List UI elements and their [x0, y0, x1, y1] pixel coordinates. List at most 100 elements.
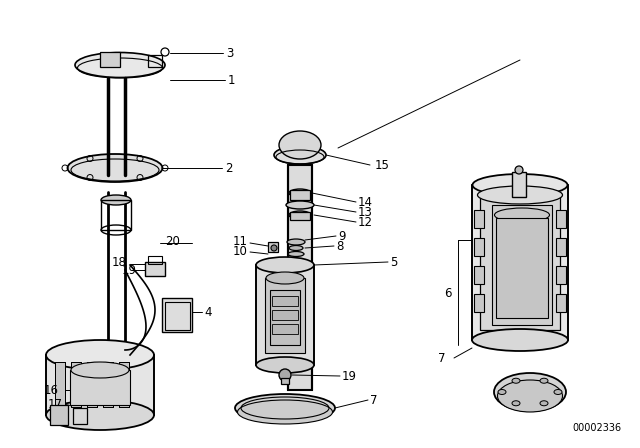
- Ellipse shape: [46, 400, 154, 430]
- Ellipse shape: [472, 174, 568, 196]
- Ellipse shape: [288, 251, 304, 257]
- Ellipse shape: [540, 378, 548, 383]
- Bar: [87, 362, 97, 407]
- Bar: [272, 324, 298, 334]
- Bar: [556, 294, 566, 312]
- Bar: [148, 55, 162, 67]
- Bar: [148, 256, 162, 264]
- Text: 1: 1: [228, 73, 236, 86]
- Bar: [290, 190, 310, 200]
- Ellipse shape: [67, 154, 163, 182]
- Ellipse shape: [494, 373, 566, 411]
- Text: 10: 10: [233, 245, 248, 258]
- Bar: [119, 362, 129, 407]
- Bar: [101, 200, 131, 230]
- Ellipse shape: [75, 52, 165, 78]
- Ellipse shape: [495, 208, 550, 222]
- Text: 13: 13: [358, 206, 373, 219]
- Ellipse shape: [256, 357, 314, 373]
- Bar: [272, 310, 298, 320]
- Ellipse shape: [554, 389, 562, 395]
- Ellipse shape: [237, 400, 333, 424]
- Text: 19: 19: [342, 370, 357, 383]
- Text: 19: 19: [122, 263, 137, 276]
- Text: 11: 11: [233, 234, 248, 247]
- Bar: [100, 52, 120, 67]
- Ellipse shape: [266, 272, 304, 284]
- Ellipse shape: [101, 195, 131, 205]
- Text: 8: 8: [336, 240, 344, 253]
- Ellipse shape: [540, 401, 548, 406]
- Ellipse shape: [512, 401, 520, 406]
- Ellipse shape: [287, 239, 305, 245]
- Bar: [474, 238, 484, 256]
- Bar: [145, 262, 165, 276]
- Bar: [474, 266, 484, 284]
- Ellipse shape: [71, 362, 129, 378]
- Bar: [55, 362, 65, 407]
- Ellipse shape: [477, 186, 563, 204]
- Bar: [272, 296, 298, 306]
- Bar: [70, 370, 130, 405]
- Bar: [556, 238, 566, 256]
- Ellipse shape: [498, 389, 506, 395]
- Text: 2: 2: [225, 161, 232, 175]
- Bar: [474, 294, 484, 312]
- Text: 3: 3: [226, 47, 234, 60]
- Ellipse shape: [497, 380, 563, 412]
- Bar: [496, 218, 548, 318]
- Bar: [556, 210, 566, 228]
- Bar: [73, 408, 87, 424]
- Text: 9: 9: [338, 229, 346, 242]
- Bar: [55, 362, 65, 407]
- Text: 5: 5: [390, 255, 397, 268]
- Bar: [265, 278, 305, 353]
- Text: 7: 7: [438, 352, 445, 365]
- Text: 16: 16: [44, 383, 59, 396]
- Ellipse shape: [289, 246, 303, 250]
- Bar: [71, 362, 81, 407]
- Ellipse shape: [274, 146, 326, 164]
- Bar: [50, 405, 68, 425]
- Bar: [480, 195, 560, 330]
- Text: 15: 15: [375, 159, 390, 172]
- Circle shape: [279, 369, 291, 381]
- Bar: [71, 362, 81, 407]
- Bar: [472, 185, 568, 340]
- Bar: [270, 290, 300, 345]
- Bar: [281, 378, 289, 384]
- Bar: [103, 362, 113, 407]
- Text: 17: 17: [48, 397, 63, 410]
- Ellipse shape: [46, 340, 154, 370]
- Bar: [103, 362, 113, 407]
- Circle shape: [515, 166, 523, 174]
- Text: 18: 18: [112, 255, 127, 268]
- Text: 20: 20: [165, 234, 180, 247]
- Ellipse shape: [256, 257, 314, 273]
- Text: 4: 4: [204, 306, 211, 319]
- Text: 00002336: 00002336: [572, 423, 621, 433]
- Ellipse shape: [472, 329, 568, 351]
- Bar: [512, 172, 526, 197]
- Ellipse shape: [512, 378, 520, 383]
- Bar: [46, 355, 154, 415]
- Ellipse shape: [289, 211, 311, 219]
- Bar: [268, 242, 278, 252]
- Text: 14: 14: [358, 195, 373, 208]
- Text: 7: 7: [370, 393, 378, 406]
- Ellipse shape: [286, 201, 314, 209]
- Bar: [165, 302, 190, 330]
- Bar: [474, 210, 484, 228]
- Circle shape: [271, 245, 277, 251]
- Ellipse shape: [289, 189, 311, 197]
- Ellipse shape: [279, 131, 321, 159]
- Text: 12: 12: [358, 215, 373, 228]
- Text: 6: 6: [444, 287, 451, 300]
- Bar: [87, 362, 97, 407]
- Bar: [288, 165, 312, 390]
- Bar: [556, 266, 566, 284]
- Ellipse shape: [235, 394, 335, 422]
- Bar: [290, 212, 310, 220]
- Bar: [162, 298, 192, 332]
- Bar: [492, 205, 552, 325]
